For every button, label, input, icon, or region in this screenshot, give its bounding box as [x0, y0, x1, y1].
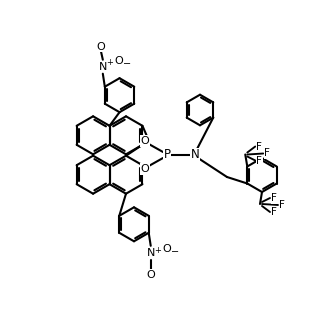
Text: F: F	[264, 148, 270, 158]
Text: O: O	[162, 244, 171, 254]
Text: O: O	[115, 56, 123, 66]
Text: O: O	[141, 136, 149, 146]
Text: O: O	[96, 42, 105, 52]
Text: F: F	[279, 200, 285, 210]
Text: O: O	[141, 164, 149, 174]
Text: F: F	[256, 142, 262, 151]
Text: N: N	[191, 148, 199, 161]
Text: N: N	[147, 248, 155, 258]
Text: P: P	[163, 148, 171, 161]
Text: O: O	[146, 270, 155, 280]
Text: −: −	[171, 247, 179, 257]
Text: +: +	[154, 246, 161, 255]
Text: +: +	[106, 58, 113, 67]
Text: F: F	[271, 207, 277, 217]
Text: F: F	[256, 155, 262, 166]
Text: F: F	[271, 193, 277, 203]
Text: N: N	[99, 62, 107, 72]
Text: −: −	[123, 59, 131, 69]
